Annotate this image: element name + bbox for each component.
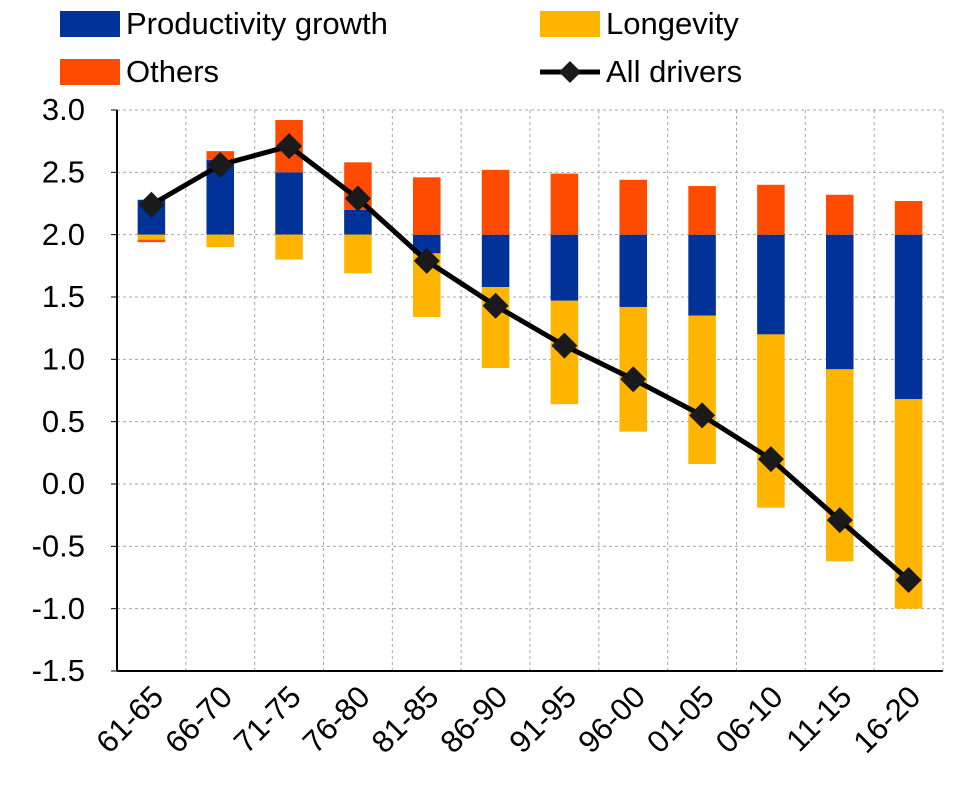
bar-segment (688, 186, 716, 235)
bar-segment (825, 194, 854, 235)
bar-segment (550, 234, 579, 301)
bar-segment (619, 179, 648, 235)
y-tick-label: 3.0 (42, 92, 85, 127)
legend-label: Others (126, 54, 219, 89)
x-tick-label: 66-70 (158, 679, 239, 760)
bar-segment (757, 234, 785, 335)
line-marker (757, 446, 784, 473)
x-tick-label: 96-00 (571, 679, 652, 760)
x-tick-label: 01-05 (640, 679, 721, 760)
line-marker (344, 185, 371, 212)
bar-segment (481, 234, 510, 288)
line-marker (413, 247, 440, 274)
bar-segment (757, 334, 785, 508)
line-marker (620, 366, 647, 393)
line-marker (551, 332, 578, 359)
y-tick-label: 1.5 (42, 279, 85, 314)
bar-segment (206, 234, 235, 248)
legend-label: Productivity growth (126, 6, 388, 41)
line-series (150, 143, 911, 582)
bar-segment (825, 234, 854, 370)
x-tick-label: 11-15 (779, 679, 858, 758)
bar-segment (894, 201, 923, 235)
y-tick-label: 0.5 (42, 404, 85, 439)
bar-segment (757, 184, 785, 235)
legend-marker (559, 61, 581, 83)
bar-segment (481, 169, 510, 235)
legend-label: Longevity (606, 6, 739, 41)
line-marker (826, 507, 853, 534)
bar-segment (894, 234, 923, 400)
x-tick-label: 61-65 (89, 679, 170, 760)
legend-swatch (60, 11, 120, 37)
bar-segment (275, 234, 303, 260)
y-tick-label: 2.5 (42, 155, 85, 190)
bar-segment (619, 234, 648, 307)
y-tick-label: 2.0 (42, 217, 85, 252)
bar-segment (550, 173, 579, 235)
bar-segment (137, 234, 166, 240)
legend-swatch (60, 59, 120, 85)
line-marker (276, 133, 303, 160)
line-marker (895, 566, 922, 593)
line-marker (482, 292, 509, 319)
y-tick-label: -1.5 (32, 653, 85, 688)
bar-segment (137, 239, 166, 243)
bar-segment (688, 315, 716, 465)
bar-segment (688, 234, 716, 316)
bar-segment (412, 177, 441, 235)
bar-segment (275, 172, 303, 235)
legend-label: All drivers (606, 54, 742, 89)
y-tick-label: 1.0 (42, 342, 85, 377)
bar-segment (344, 209, 372, 235)
y-tick-label: 0.0 (42, 466, 85, 501)
x-tick-label: 16-20 (847, 679, 928, 760)
legend-swatch (540, 11, 600, 37)
line-marker (138, 191, 165, 218)
bar-segment (344, 234, 372, 274)
x-tick-label: 86-90 (434, 679, 515, 760)
y-tick-label: -0.5 (32, 529, 85, 564)
x-tick-label: 81-85 (365, 679, 446, 760)
x-tick-label: 91-95 (502, 679, 583, 760)
bar-segment (412, 234, 441, 254)
line-marker (207, 151, 234, 178)
x-tick-label: 76-80 (296, 679, 377, 760)
line-marker (689, 402, 716, 429)
x-tick-label: 06-10 (709, 679, 790, 760)
x-tick-label: 71-75 (227, 679, 308, 760)
y-tick-label: -1.0 (32, 591, 85, 626)
